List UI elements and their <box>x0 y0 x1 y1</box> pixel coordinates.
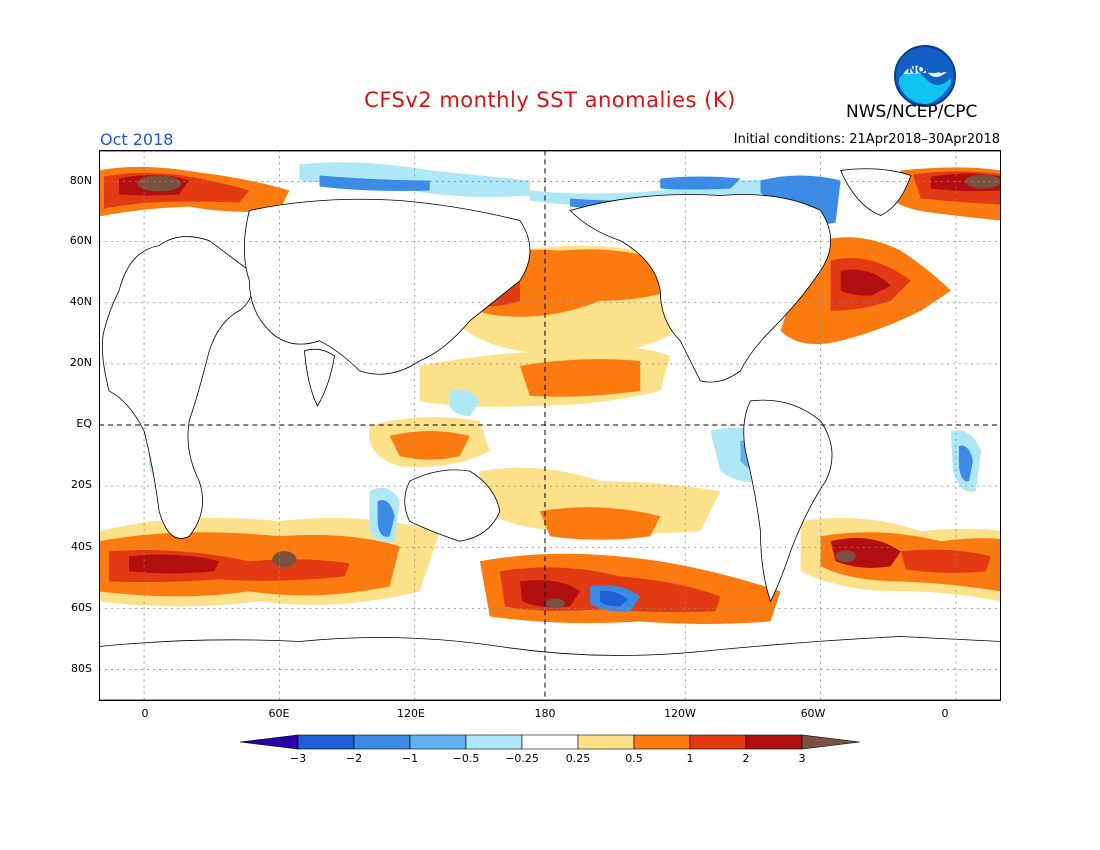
colorbar-label: −0.25 <box>505 752 539 765</box>
colorbar-segment <box>689 734 747 750</box>
lat-label: 20N <box>69 356 92 369</box>
colorbar-segment <box>353 734 411 750</box>
colorbar <box>239 734 861 750</box>
initial-conditions: Initial conditions: 21Apr2018–30Apr2018 <box>733 132 1000 147</box>
colorbar-label: 0.5 <box>625 752 643 765</box>
lon-label: 120E <box>397 707 425 720</box>
lat-label: 40N <box>69 295 92 308</box>
lat-label: 20S <box>71 478 92 491</box>
lat-label: EQ <box>76 417 92 430</box>
lon-label: 60E <box>268 707 290 720</box>
colorbar-label: −1 <box>401 752 419 765</box>
lat-label: 60N <box>69 234 92 247</box>
colorbar-segment <box>297 734 355 750</box>
chart-title: CFSv2 monthly SST anomalies (K) <box>364 88 736 112</box>
forecast-month: Oct 2018 <box>100 130 174 149</box>
colorbar-arrow-low <box>239 734 299 750</box>
colorbar-segment <box>745 734 803 750</box>
lat-label: 80N <box>69 174 92 187</box>
colorbar-label: −0.5 <box>452 752 480 765</box>
agency-label: NWS/NCEP/CPC <box>846 102 978 122</box>
gridlines <box>99 150 1001 701</box>
lat-label: 60S <box>71 601 92 614</box>
lon-label: 0 <box>141 707 149 720</box>
lat-label: 40S <box>71 540 92 553</box>
colorbar-label: 2 <box>742 752 750 765</box>
equator-dateline <box>99 150 1001 701</box>
lon-label: 60W <box>800 707 826 720</box>
sst-anomaly-map <box>99 150 1001 701</box>
noaa-logo: NOAA <box>894 45 956 107</box>
colorbar-label: 1 <box>686 752 694 765</box>
logo-text: NOAA <box>907 63 943 76</box>
colorbar-arrow-high <box>801 734 861 750</box>
colorbar-segment <box>521 734 579 750</box>
colorbar-segment <box>633 734 691 750</box>
lat-label: 80S <box>71 662 92 675</box>
colorbar-label: 3 <box>798 752 806 765</box>
colorbar-label: −3 <box>289 752 307 765</box>
colorbar-label: 0.25 <box>565 752 591 765</box>
colorbar-segment <box>409 734 467 750</box>
lon-label: 0 <box>941 707 949 720</box>
colorbar-segment <box>465 734 523 750</box>
lon-label: 180 <box>534 707 556 720</box>
colorbar-segment <box>577 734 635 750</box>
colorbar-label: −2 <box>345 752 363 765</box>
lon-label: 120W <box>664 707 696 720</box>
